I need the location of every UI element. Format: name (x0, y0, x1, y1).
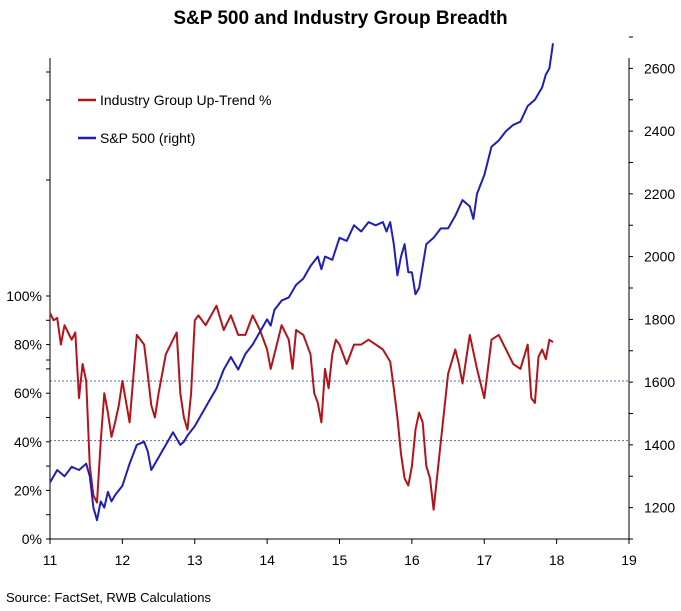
right-axis-ticks: 1200 1400 1600 1800 2000 2200 2400 2600 (629, 36, 675, 540)
left-tick-label: 40% (14, 434, 42, 450)
left-tick-label: 100% (6, 288, 42, 304)
right-tick-label: 1600 (644, 374, 675, 390)
right-tick-label: 2200 (644, 186, 675, 202)
x-tick-label: 14 (259, 552, 275, 568)
right-tick-label: 2000 (644, 249, 675, 265)
x-tick-label: 18 (549, 552, 565, 568)
breadth-series-line (49, 304, 554, 511)
right-tick-label: 2400 (644, 123, 675, 139)
x-tick-label: 11 (43, 552, 58, 568)
source-note: Source: FactSet, RWB Calculations (6, 590, 211, 605)
legend-label: Industry Group Up-Trend % (100, 92, 271, 108)
left-tick-label: 80% (14, 337, 42, 353)
reference-lines (50, 380, 629, 442)
x-tick-label: 19 (621, 552, 637, 568)
left-axis-ticks: 0% 20% 40% 60% 80% 100% (6, 71, 50, 547)
x-tick-label: 13 (187, 552, 203, 568)
x-tick-label: 15 (332, 552, 348, 568)
right-tick-label: 1400 (644, 437, 675, 453)
x-tick-label: 16 (404, 552, 420, 568)
right-tick-label: 1800 (644, 311, 675, 327)
right-tick-label: 2600 (644, 60, 675, 76)
x-tick-label: 12 (115, 552, 131, 568)
left-tick-label: 0% (22, 531, 42, 547)
legend: Industry Group Up-Trend % S&P 500 (right) (78, 92, 271, 146)
legend-label: S&P 500 (right) (100, 130, 195, 146)
series-layer (49, 43, 554, 522)
x-tick-label: 17 (476, 552, 492, 568)
left-tick-label: 60% (14, 385, 42, 401)
right-tick-label: 1200 (644, 500, 675, 516)
spx-series-line (49, 43, 554, 522)
chart-title: S&P 500 and Industry Group Breadth (173, 8, 508, 29)
left-tick-label: 20% (14, 482, 42, 498)
x-axis-ticks: 11 12 13 14 15 16 17 18 19 (43, 539, 637, 568)
